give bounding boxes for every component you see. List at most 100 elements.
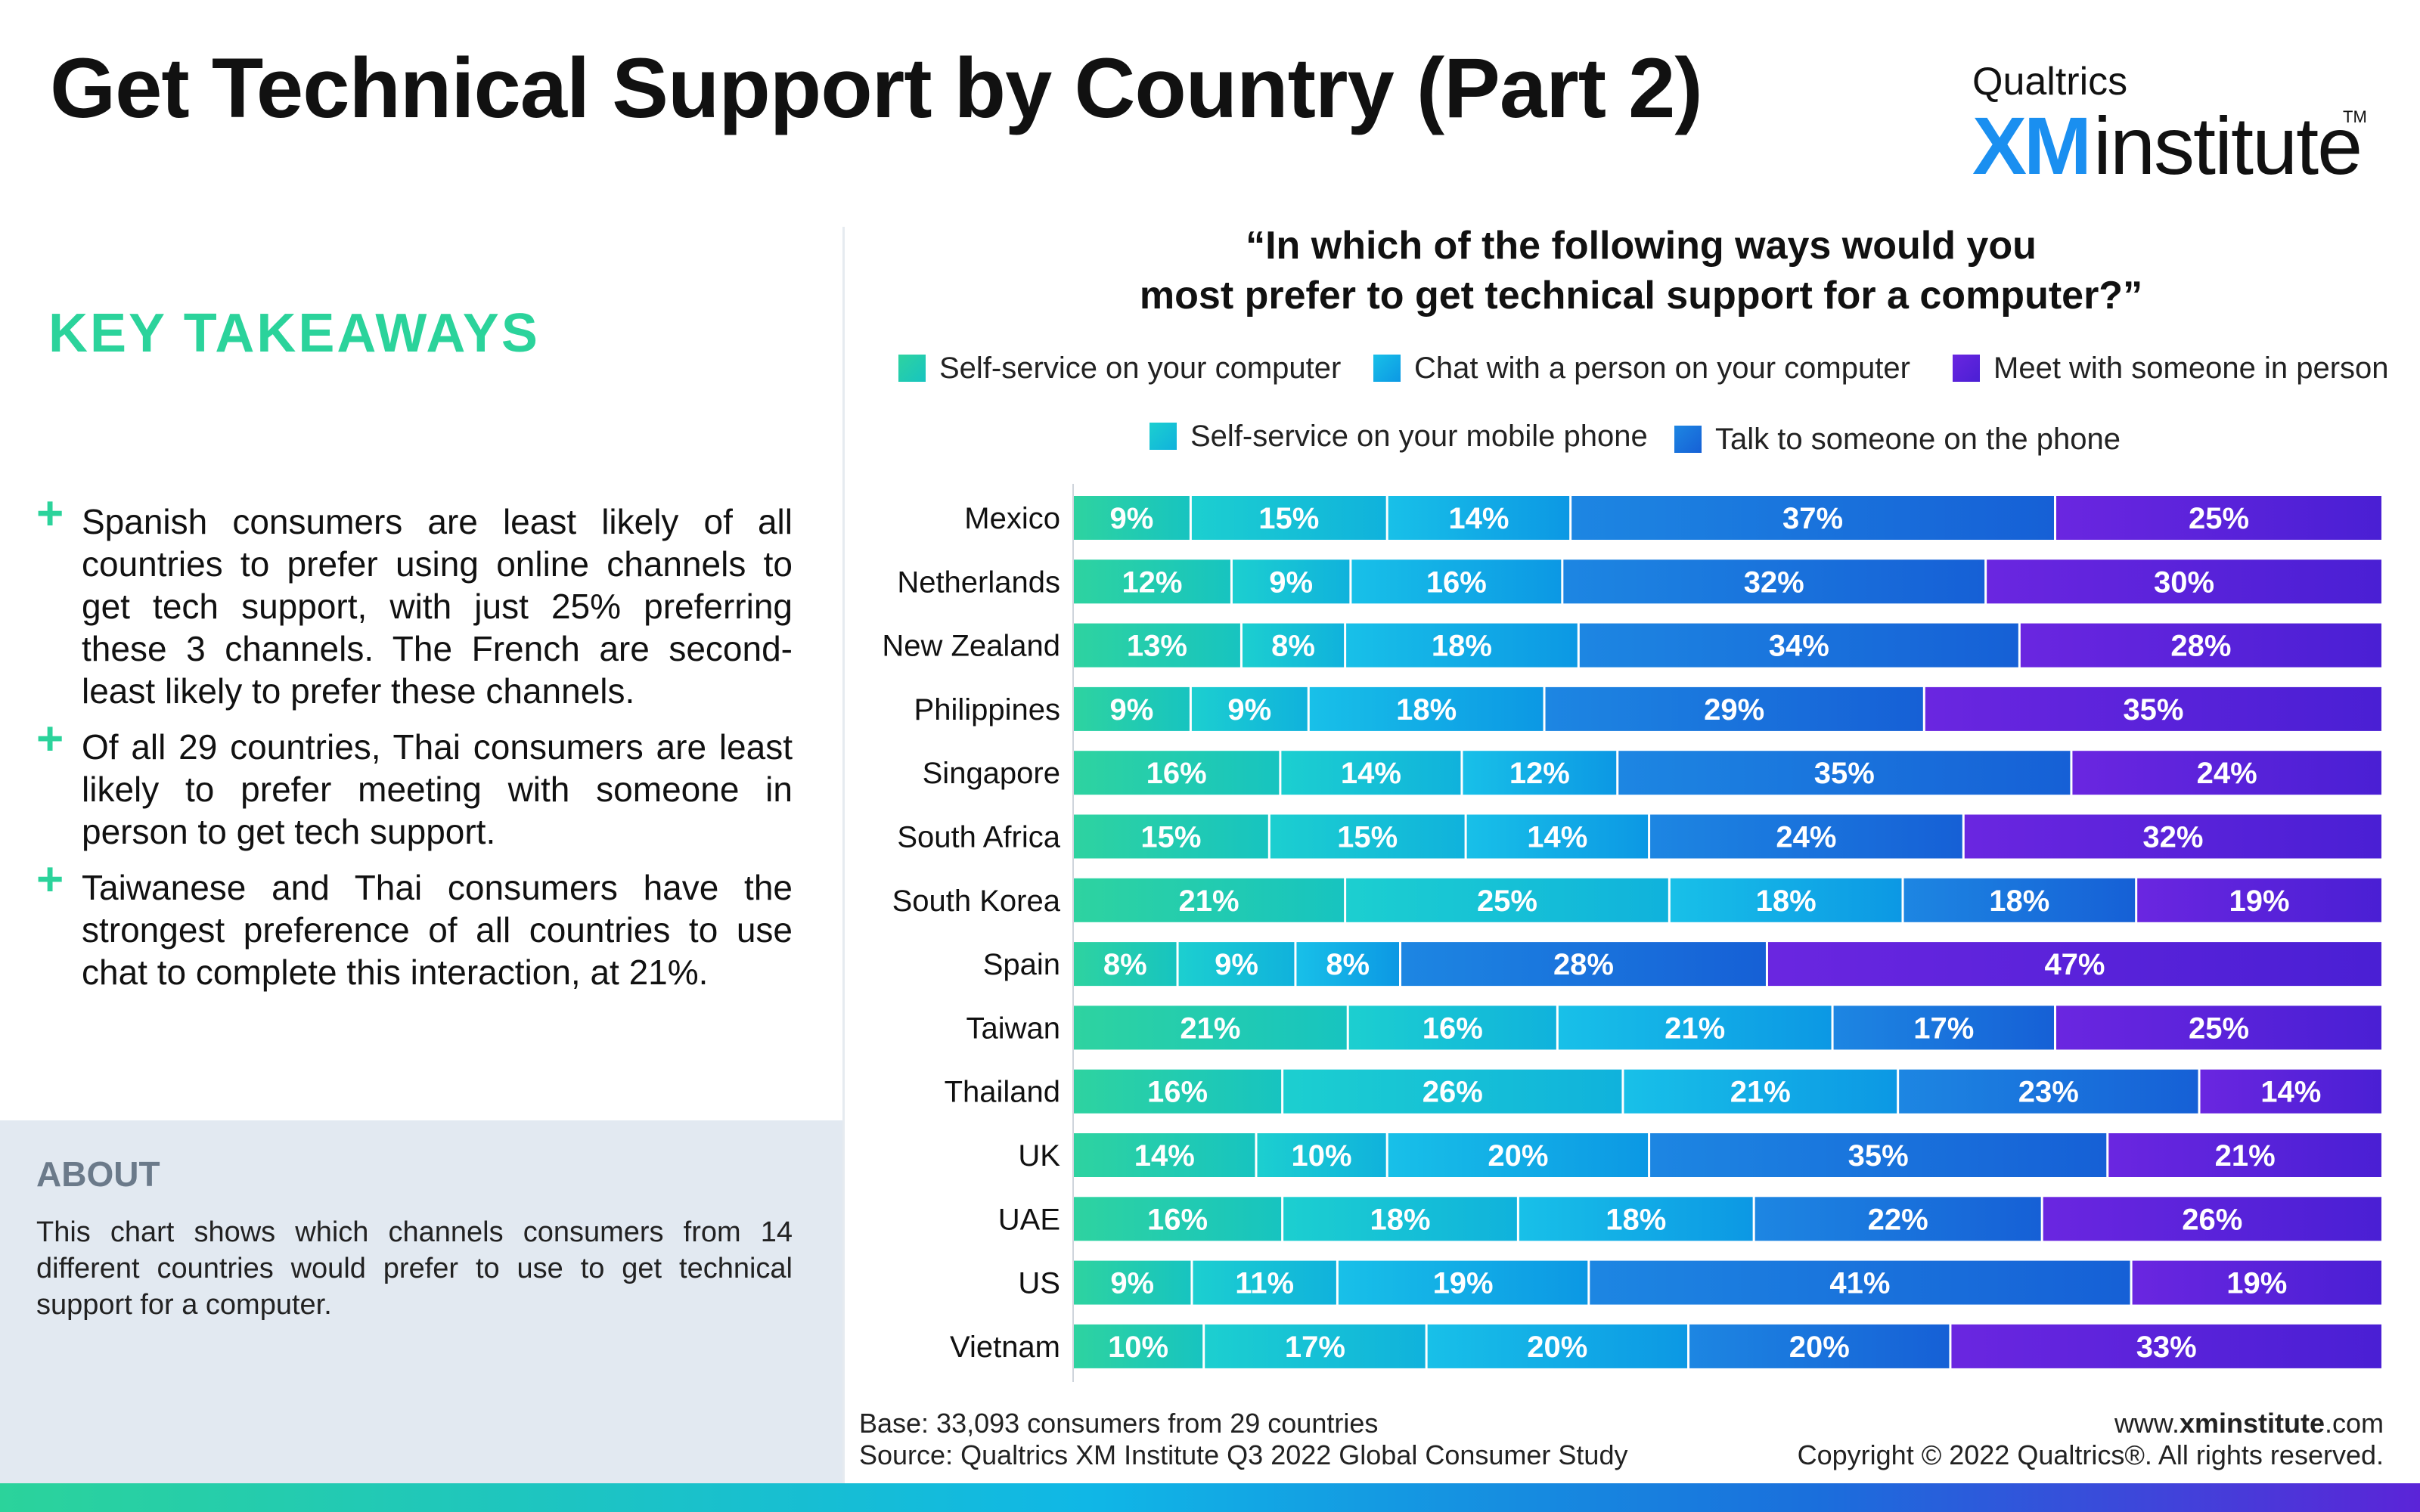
legend-label: Talk to someone on the phone — [1715, 423, 2121, 456]
data-label: 15% — [1140, 821, 1201, 854]
bar-segment — [1401, 942, 1766, 987]
legend-item-self-service-mobile: Self-service on your mobile phone — [1150, 417, 1648, 455]
bar-segment — [2132, 1260, 2381, 1305]
logo-institute-text: institute — [2093, 100, 2363, 191]
data-label: 35% — [1848, 1139, 1909, 1173]
data-label: 20% — [1789, 1331, 1850, 1364]
legend-swatch — [1373, 355, 1401, 382]
data-label: 21% — [1730, 1076, 1791, 1109]
bar-segment — [1545, 686, 1923, 731]
data-label: 10% — [1108, 1331, 1168, 1364]
bar-segment — [1951, 1324, 2381, 1368]
legend-label: Self-service on your mobile phone — [1190, 420, 1648, 453]
category-label: UAE — [998, 1203, 1060, 1236]
data-label: 35% — [2123, 693, 2183, 727]
category-label: South Africa — [897, 821, 1060, 854]
data-label: 16% — [1147, 1076, 1208, 1109]
data-label: 25% — [2189, 502, 2249, 535]
bar-segment — [1205, 1324, 1426, 1368]
category-label: Mexico — [964, 502, 1060, 535]
data-label: 12% — [1509, 757, 1570, 790]
data-label: 28% — [1553, 948, 1614, 981]
data-label: 14% — [1527, 821, 1587, 854]
takeaway-item: + Spanish consumers are least likely of … — [36, 491, 793, 712]
data-label: 34% — [1769, 630, 1829, 663]
takeaway-item: + Of all 29 countries, Thai consumers ar… — [36, 716, 793, 853]
data-label: 21% — [2215, 1139, 2276, 1173]
data-label: 10% — [1292, 1139, 1352, 1173]
category-label: Netherlands — [897, 565, 1060, 599]
data-label: 11% — [1235, 1267, 1294, 1300]
data-label: 9% — [1110, 1267, 1154, 1300]
data-label: 16% — [1423, 1012, 1483, 1045]
bar-segment — [1351, 559, 1562, 604]
bar-segment — [1074, 1324, 1203, 1368]
bar-segment — [1074, 686, 1190, 731]
bar-segment — [1074, 1260, 1191, 1305]
data-label: 16% — [1146, 757, 1207, 790]
bar-segment — [1074, 1069, 1282, 1114]
data-label: 30% — [2154, 565, 2214, 599]
data-label: 24% — [1776, 821, 1836, 854]
data-label: 15% — [1258, 502, 1319, 535]
data-label: 18% — [1396, 693, 1457, 727]
bar-segment — [1563, 559, 1985, 604]
data-label: 23% — [2018, 1076, 2079, 1109]
bar-segment — [1925, 686, 2381, 731]
data-label: 18% — [1432, 630, 1492, 663]
data-label: 9% — [1215, 948, 1258, 981]
data-label: 21% — [1179, 885, 1239, 918]
bar-segment — [1590, 1260, 2130, 1305]
bar-segment — [1650, 814, 1962, 859]
bar-segment — [1618, 751, 2071, 795]
takeaway-item: + Taiwanese and Thai consumers have the … — [36, 857, 793, 993]
data-label: 28% — [2170, 630, 2231, 663]
bar-segment — [1571, 496, 2054, 540]
about-panel — [0, 1120, 842, 1483]
url-bold: xminstitute — [2179, 1408, 2325, 1439]
bar-segment — [1242, 623, 1345, 668]
footer-right: www.xminstitute.com Copyright © 2022 Qua… — [1798, 1408, 2384, 1471]
bar-segment — [1178, 942, 1295, 987]
category-label: Vietnam — [950, 1331, 1060, 1364]
bar-segment — [1519, 1197, 1753, 1241]
website-link[interactable]: www.xminstitute.com — [1798, 1408, 2384, 1439]
data-label: 18% — [1756, 885, 1817, 918]
bar-segment — [1466, 814, 1649, 859]
bar-segment — [2043, 1197, 2381, 1241]
category-label: Philippines — [914, 693, 1060, 727]
data-label: 9% — [1110, 693, 1154, 727]
bar-segment — [1346, 623, 1578, 668]
bar-segment — [1650, 1133, 2107, 1177]
url-suffix: .com — [2324, 1408, 2384, 1439]
footnote: Base: 33,093 consumers from 29 countries… — [859, 1408, 1627, 1471]
chart-title: “In which of the following ways would yo… — [953, 221, 2329, 321]
plus-icon: + — [36, 488, 64, 540]
bar-segment — [1191, 496, 1386, 540]
qualtrics-xm-institute-logo: Qualtrics XM institute TM — [1972, 59, 2367, 191]
data-label: 9% — [1227, 693, 1271, 727]
bar-segment — [1987, 559, 2381, 604]
bar-segment — [1283, 1069, 1622, 1114]
bar-segment — [1074, 496, 1190, 540]
page-title: Get Technical Support by Country (Part 2… — [50, 41, 1703, 135]
chart-baseline — [1072, 484, 1074, 1382]
legend-swatch — [1674, 426, 1702, 453]
panel-divider — [842, 227, 845, 1483]
data-label: 41% — [1829, 1267, 1890, 1300]
data-label: 17% — [1913, 1012, 1974, 1045]
data-label: 18% — [1370, 1203, 1430, 1236]
data-label: 16% — [1147, 1203, 1208, 1236]
data-label: 26% — [1423, 1076, 1483, 1109]
bar-segment — [2020, 623, 2381, 668]
category-label: Spain — [983, 948, 1060, 981]
data-label: 47% — [2044, 948, 2105, 981]
source-note: Source: Qualtrics XM Institute Q3 2022 G… — [859, 1439, 1628, 1470]
chart-title-line: “In which of the following ways would yo… — [1246, 224, 2037, 268]
bar-segment — [1833, 1005, 2054, 1050]
legend-item-phone: Talk to someone on the phone — [1674, 420, 2121, 458]
category-label: US — [1018, 1267, 1060, 1300]
chart-title-line: most prefer to get technical support for… — [1139, 274, 2143, 318]
bar-segment — [1074, 942, 1177, 987]
bar-segment — [1348, 1005, 1556, 1050]
